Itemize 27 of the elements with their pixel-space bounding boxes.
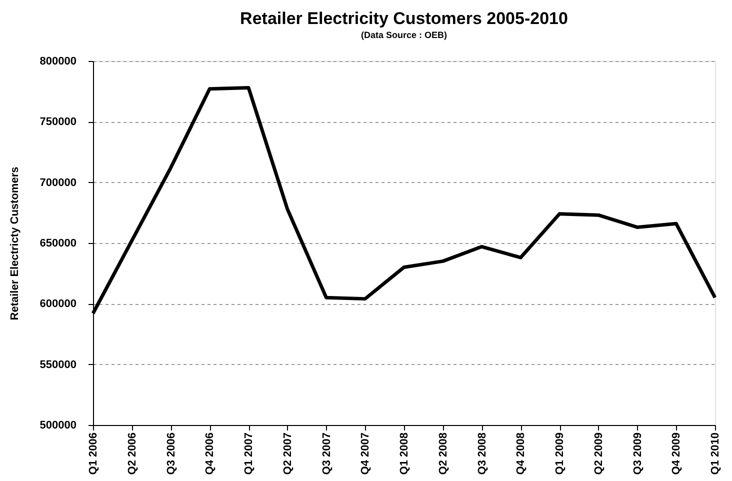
y-tick-label: 600000: [40, 298, 76, 310]
x-tick-label: Q4 2007: [360, 432, 372, 475]
x-tick-label: Q1 2010: [710, 432, 722, 475]
y-tick-label: 800000: [40, 56, 76, 68]
chart-title: Retailer Electricity Customers 2005-2010: [240, 9, 568, 28]
y-tick-label: 750000: [40, 116, 76, 128]
x-tick-label: Q2 2006: [126, 432, 138, 475]
y-tick-label: 550000: [40, 358, 76, 371]
chart-subtitle: (Data Source : OEB): [360, 30, 448, 40]
x-tick-label: Q2 2007: [282, 432, 294, 475]
y-tick-label: 700000: [40, 176, 76, 189]
y-tick-label: 650000: [40, 238, 76, 250]
x-tick-label: Q3 2008: [476, 432, 488, 475]
x-tick-label: Q2 2009: [592, 432, 605, 475]
x-tick-label: Q1 2007: [243, 432, 255, 475]
x-tick-label: Q4 2009: [670, 432, 683, 475]
x-tick-label: Q3 2006: [165, 432, 178, 475]
x-tick-label: Q4 2006: [204, 432, 216, 475]
x-tick-label: Q1 2009: [554, 432, 566, 475]
y-tick-label: 500000: [40, 420, 76, 432]
x-tick-label: Q4 2008: [515, 432, 528, 475]
x-tick-label: Q1 2006: [88, 432, 100, 475]
x-tick-label: Q1 2008: [398, 432, 410, 475]
x-tick-label: Q2 2008: [437, 432, 450, 475]
x-tick-label: Q3 2009: [632, 432, 644, 475]
x-tick-label: Q3 2007: [320, 432, 333, 475]
y-axis-title: Retailer Electricty Customers: [8, 166, 21, 320]
